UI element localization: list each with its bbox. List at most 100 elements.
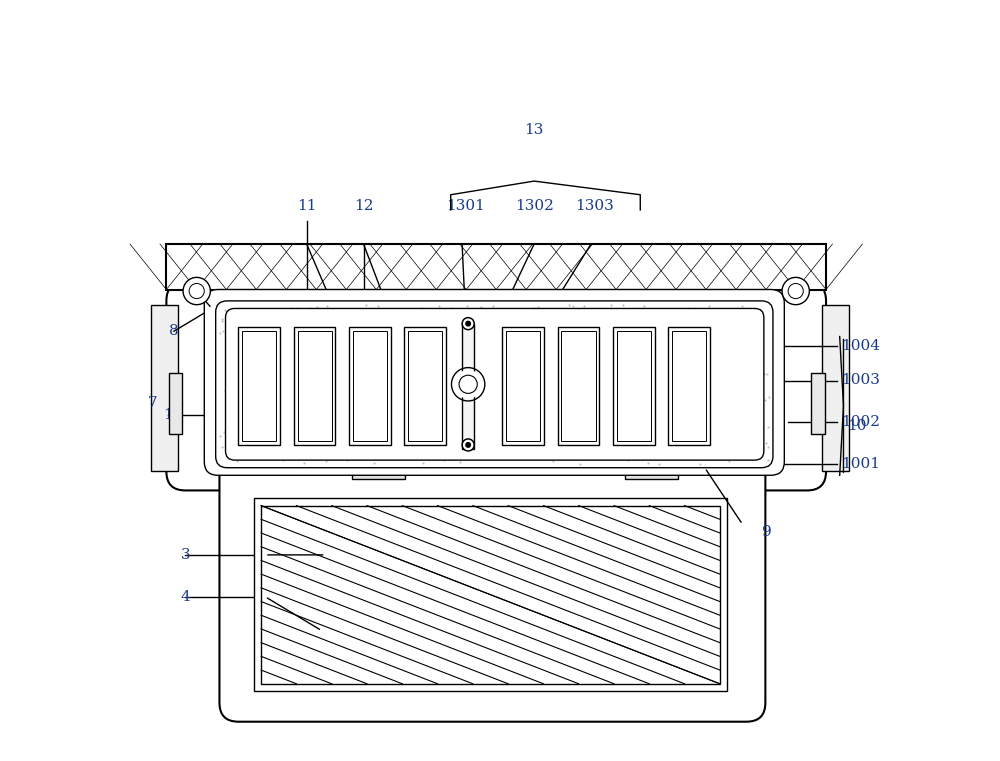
Point [726, 439, 742, 451]
Point [214, 313, 230, 325]
Point [276, 428, 292, 441]
Point [364, 438, 380, 450]
Text: 1: 1 [163, 408, 173, 422]
Point [338, 437, 354, 449]
Point [315, 445, 331, 457]
Point [526, 451, 542, 463]
Point [370, 300, 386, 312]
Point [743, 370, 759, 382]
Point [369, 353, 385, 365]
Point [642, 374, 658, 387]
Point [311, 313, 327, 325]
Point [733, 317, 749, 329]
Point [434, 303, 450, 315]
Point [666, 322, 682, 334]
Point [223, 404, 239, 416]
Point [288, 304, 304, 317]
Point [641, 412, 657, 425]
Point [344, 338, 360, 350]
Point [624, 371, 640, 383]
Point [587, 434, 603, 446]
Point [443, 301, 459, 314]
Point [402, 349, 418, 361]
Point [652, 387, 668, 399]
Point [373, 395, 389, 407]
Point [275, 307, 291, 320]
Point [630, 447, 646, 460]
Point [734, 300, 750, 312]
Point [718, 338, 734, 350]
Point [487, 349, 503, 361]
Point [455, 438, 471, 450]
Point [348, 436, 364, 448]
Bar [166, 244, 826, 289]
Point [367, 329, 383, 341]
Point [504, 349, 520, 361]
Point [307, 361, 323, 373]
Point [344, 351, 360, 363]
Point [641, 408, 657, 420]
Point [288, 397, 304, 409]
Point [489, 445, 505, 457]
Bar [811, 373, 825, 434]
Point [268, 345, 284, 357]
Point [715, 352, 731, 365]
Point [452, 424, 468, 436]
Bar [561, 331, 596, 441]
Point [582, 426, 598, 438]
Point [452, 400, 468, 412]
Point [370, 438, 386, 450]
Point [258, 360, 274, 372]
Point [678, 325, 694, 337]
Point [449, 374, 465, 386]
Point [390, 333, 406, 345]
Point [273, 370, 289, 382]
Point [421, 442, 437, 454]
Point [428, 328, 444, 340]
Point [500, 428, 516, 440]
Point [347, 401, 363, 413]
Point [678, 382, 694, 394]
Point [711, 390, 727, 402]
Point [743, 377, 759, 389]
Point [277, 394, 293, 406]
Point [570, 433, 586, 445]
Point [337, 336, 353, 349]
Point [750, 338, 766, 350]
Circle shape [189, 283, 204, 298]
Circle shape [462, 439, 474, 451]
Point [560, 320, 576, 332]
Point [461, 414, 477, 426]
Point [215, 325, 231, 337]
Point [386, 371, 402, 384]
Point [530, 301, 546, 314]
Point [272, 382, 288, 394]
Point [303, 384, 319, 396]
Point [535, 389, 551, 401]
Text: 10: 10 [847, 419, 867, 433]
Point [621, 361, 637, 373]
Point [487, 438, 503, 450]
Bar [617, 331, 651, 441]
Point [472, 397, 488, 409]
Point [263, 450, 279, 462]
Point [317, 314, 333, 326]
Point [676, 307, 692, 319]
Point [483, 431, 499, 444]
Point [269, 373, 285, 385]
Point [720, 412, 736, 424]
Point [654, 355, 670, 367]
Point [384, 363, 400, 375]
Point [708, 339, 724, 351]
Point [240, 355, 256, 367]
Text: 1301: 1301 [446, 199, 485, 213]
Point [287, 309, 303, 321]
Bar [672, 331, 706, 441]
Point [447, 427, 463, 439]
Point [735, 425, 751, 437]
Point [413, 428, 429, 440]
Text: 7: 7 [148, 396, 158, 410]
Point [344, 393, 360, 405]
Point [720, 399, 736, 411]
Point [340, 447, 356, 460]
